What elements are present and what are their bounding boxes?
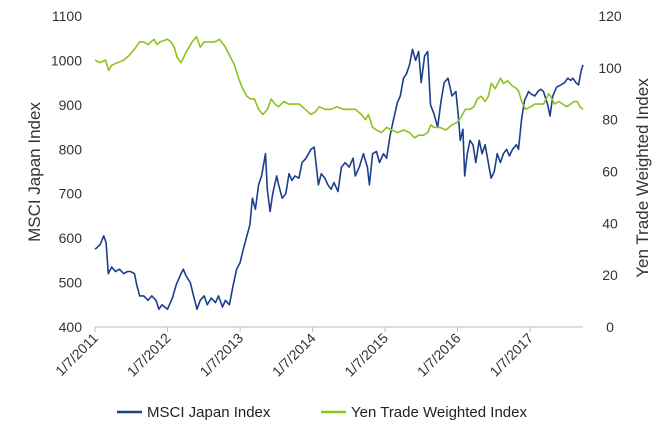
y-tick-label-left: 1100 [52, 8, 82, 24]
y-axis-title-right: Yen Trade Weighted Index [633, 78, 652, 278]
x-tick-label: 1/7/2014 [269, 330, 319, 380]
axis-layer [94, 326, 583, 332]
series-line-msci-japan [94, 48, 584, 311]
x-tick-label: 1/7/2017 [486, 330, 536, 380]
y-tick-label-right: 120 [598, 8, 622, 24]
y-tick-label-left: 900 [59, 97, 83, 113]
y-tick-label-right: 0 [606, 319, 614, 335]
y-tick-label-left: 800 [59, 141, 83, 157]
x-tick-label: 1/7/2016 [414, 330, 464, 380]
tick-labels: 1/7/2011 1/7/2012 1/7/2013 1/7/2014 1/7/2015… [51, 8, 622, 380]
legend-label-msci: MSCI Japan Index [147, 404, 271, 421]
y-tick-label-right: 20 [602, 267, 618, 283]
y-tick-label-left: 500 [59, 275, 83, 291]
x-tick-label: 1/7/2015 [341, 330, 391, 380]
x-tick-label: 1/7/2012 [124, 330, 174, 380]
series-layer [94, 35, 584, 311]
legend: MSCI Japan Index Yen Trade Weighted Inde… [117, 404, 527, 421]
y-axis-title-left: MSCI Japan Index [25, 102, 44, 242]
x-tick-label: 1/7/2013 [196, 330, 246, 380]
y-tick-label-right: 100 [598, 60, 622, 76]
y-tick-label-right: 40 [602, 215, 618, 231]
y-tick-label-left: 700 [59, 186, 83, 202]
y-tick-label-right: 60 [602, 164, 618, 180]
series-line-yen-twi [94, 35, 584, 139]
legend-label-yen: Yen Trade Weighted Index [351, 404, 527, 421]
y-tick-label-left: 400 [59, 319, 83, 335]
y-tick-label-right: 80 [602, 112, 618, 128]
y-tick-label-left: 600 [59, 230, 83, 246]
y-tick-label-left: 1000 [51, 52, 82, 68]
x-tick-label: 1/7/2011 [52, 330, 101, 379]
